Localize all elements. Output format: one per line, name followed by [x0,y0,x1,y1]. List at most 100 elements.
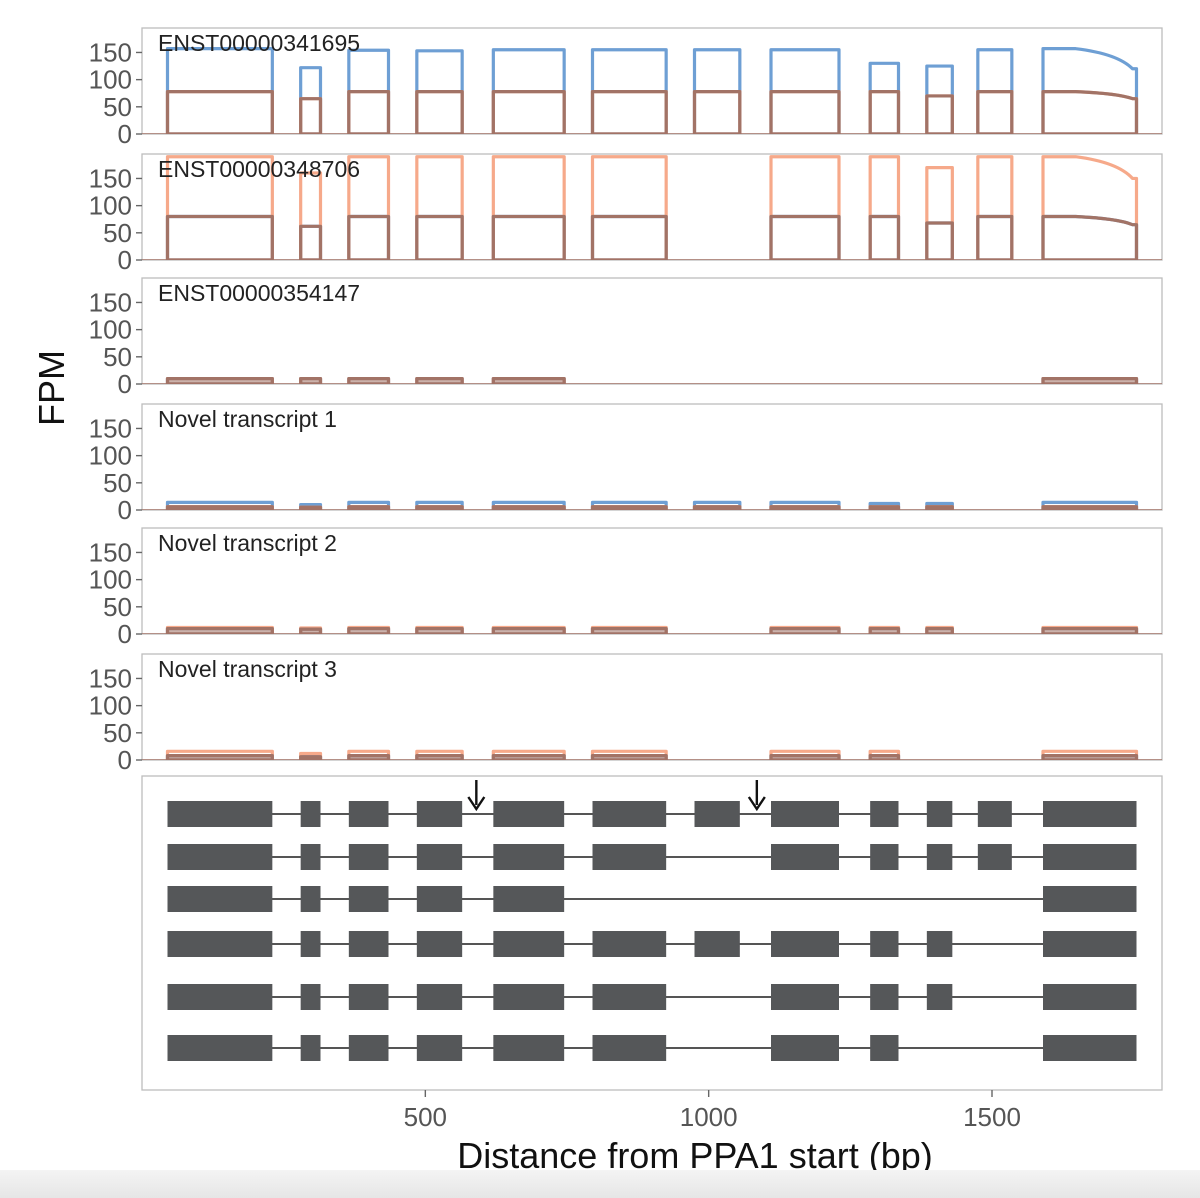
coverage-overlap-fill [771,755,839,760]
coverage-series-a [590,500,668,510]
transcript-model-4 [167,931,1137,957]
coverage-overlap-fill [167,628,273,634]
panel-plot [142,47,1162,134]
coverage-overlap-fill [348,755,389,760]
coverage-overlap [415,505,464,510]
exon-block [592,844,667,870]
exon-block [1043,984,1137,1010]
y-tick-label: 150 [89,37,132,67]
y-axis-label: FPM [31,350,72,426]
coverage-overlap-fill [416,506,463,510]
exon-block [977,801,1012,827]
exon-block [300,844,321,870]
panel-frame [141,403,1163,511]
coverage-overlap [590,214,668,260]
exon-block [416,931,463,957]
coverage-overlap [692,90,742,134]
coverage-overlap-fill [592,755,667,760]
exon-block [493,801,565,827]
panel-label: ENST00000354147 [158,280,360,306]
exon-block [493,1035,565,1061]
y-tick-label: 50 [103,342,132,372]
coverage-overlap-fill [348,378,389,384]
x-tick-label: 1000 [680,1102,738,1132]
coverage-overlap-fill [870,755,899,760]
arrow-head [467,796,486,812]
panel-plot [142,749,1162,760]
coverage-overlap [165,90,274,134]
exon-block [870,1035,899,1061]
panel-label: ENST00000348706 [158,156,360,182]
coverage-overlap [925,626,954,634]
coverage-overlap [1041,90,1139,134]
exon-block [771,801,839,827]
exon-block [592,931,667,957]
transcript-model-5 [167,984,1137,1010]
panel-label: Novel transcript 2 [158,530,337,556]
coverage-series-a [925,64,954,134]
exon-block [493,931,565,957]
exon-block [167,931,273,957]
coverage-overlap-fill [300,507,321,510]
exon-block [167,801,273,827]
coverage-series-b [165,155,274,260]
coverage-overlap-fill [493,628,565,634]
coverage-series-a [491,48,566,134]
exon-block [416,801,463,827]
panel-frame [141,277,1163,385]
y-tick-label: 50 [103,92,132,122]
exon-block [694,931,740,957]
coverage-series-a [692,48,742,134]
y-tick-label: 50 [103,218,132,248]
exon-block [771,1035,839,1061]
panel-label: Novel transcript 3 [158,656,337,682]
exon-block [926,801,953,827]
exon-block [493,984,565,1010]
y-tick-label: 100 [89,315,132,345]
coverage-overlap [590,90,668,134]
transcript-model-1 [167,801,1137,827]
coverage-overlap-fill [416,755,463,760]
exon-block [771,931,839,957]
coverage-series-b [590,155,668,260]
coverage-overlap [347,505,391,510]
exon-block [416,984,463,1010]
panel-frame [141,527,1163,635]
coverage-overlap-fill [493,378,565,384]
coverage-series-a [491,500,566,510]
coverage-overlap [925,505,954,510]
coverage-overlap-fill [926,628,953,634]
coverage-overlap [415,90,464,134]
coverage-overlap-fill [416,378,463,384]
coverage-overlap [491,376,566,384]
coverage-series-b [491,155,566,260]
coverage-overlap-fill [870,506,899,510]
coverage-overlap [347,214,391,260]
exon-block [167,886,273,912]
coverage-overlap-fill [493,506,565,510]
coverage-overlap [491,214,566,260]
y-tick-label: 0 [118,245,132,275]
coverage-series-a [868,61,901,134]
exon-block [167,984,273,1010]
coverage-overlap [491,90,566,134]
coverage-overlap-fill [1043,378,1137,384]
coverage-overlap [415,376,464,384]
exon-block [1043,1035,1137,1061]
y-tick-label: 100 [89,65,132,95]
panel-plot [142,500,1162,510]
coverage-series-b [976,155,1014,260]
coverage-series-b [299,171,323,260]
exon-block [493,886,565,912]
transcript-model-6 [167,1035,1137,1061]
exon-block [926,931,953,957]
coverage-overlap-fill [694,506,740,510]
panel-frame [141,27,1163,135]
coverage-overlap [976,90,1014,134]
coverage-overlap-fill [167,506,273,510]
exon-block [348,886,389,912]
